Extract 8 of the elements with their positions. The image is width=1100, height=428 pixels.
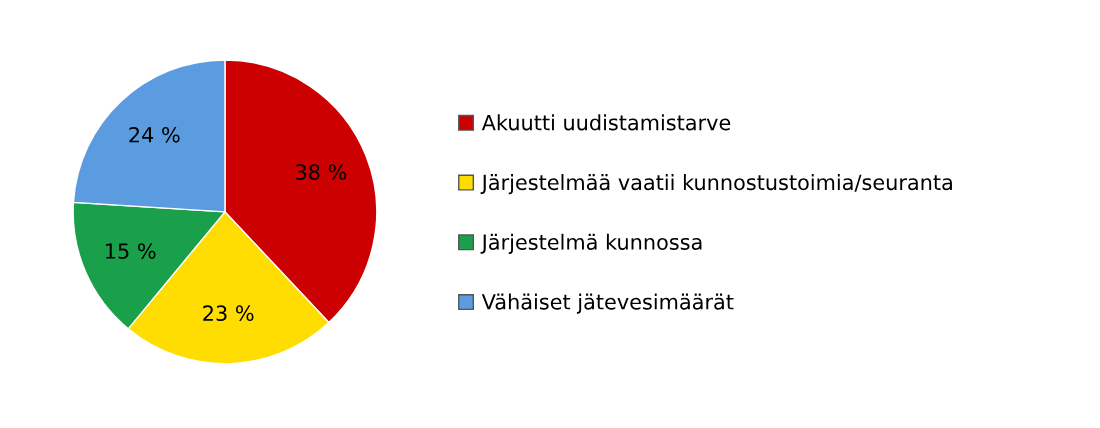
data-label: 15 % — [106, 243, 156, 259]
data-label: 24 % — [129, 126, 180, 143]
legend-label: Akuutti uudistamistarve — [481, 114, 731, 131]
legend-label: Järjestelmä kunnossa — [480, 233, 702, 254]
legend-label: Vähäiset jätevesimäärät — [481, 293, 734, 314]
data-label: 23 % — [203, 305, 254, 322]
data-label: 38 % — [296, 164, 347, 180]
legend-label: Järjestelmää vaatii kunnostustoimia/seuranta — [480, 174, 952, 195]
